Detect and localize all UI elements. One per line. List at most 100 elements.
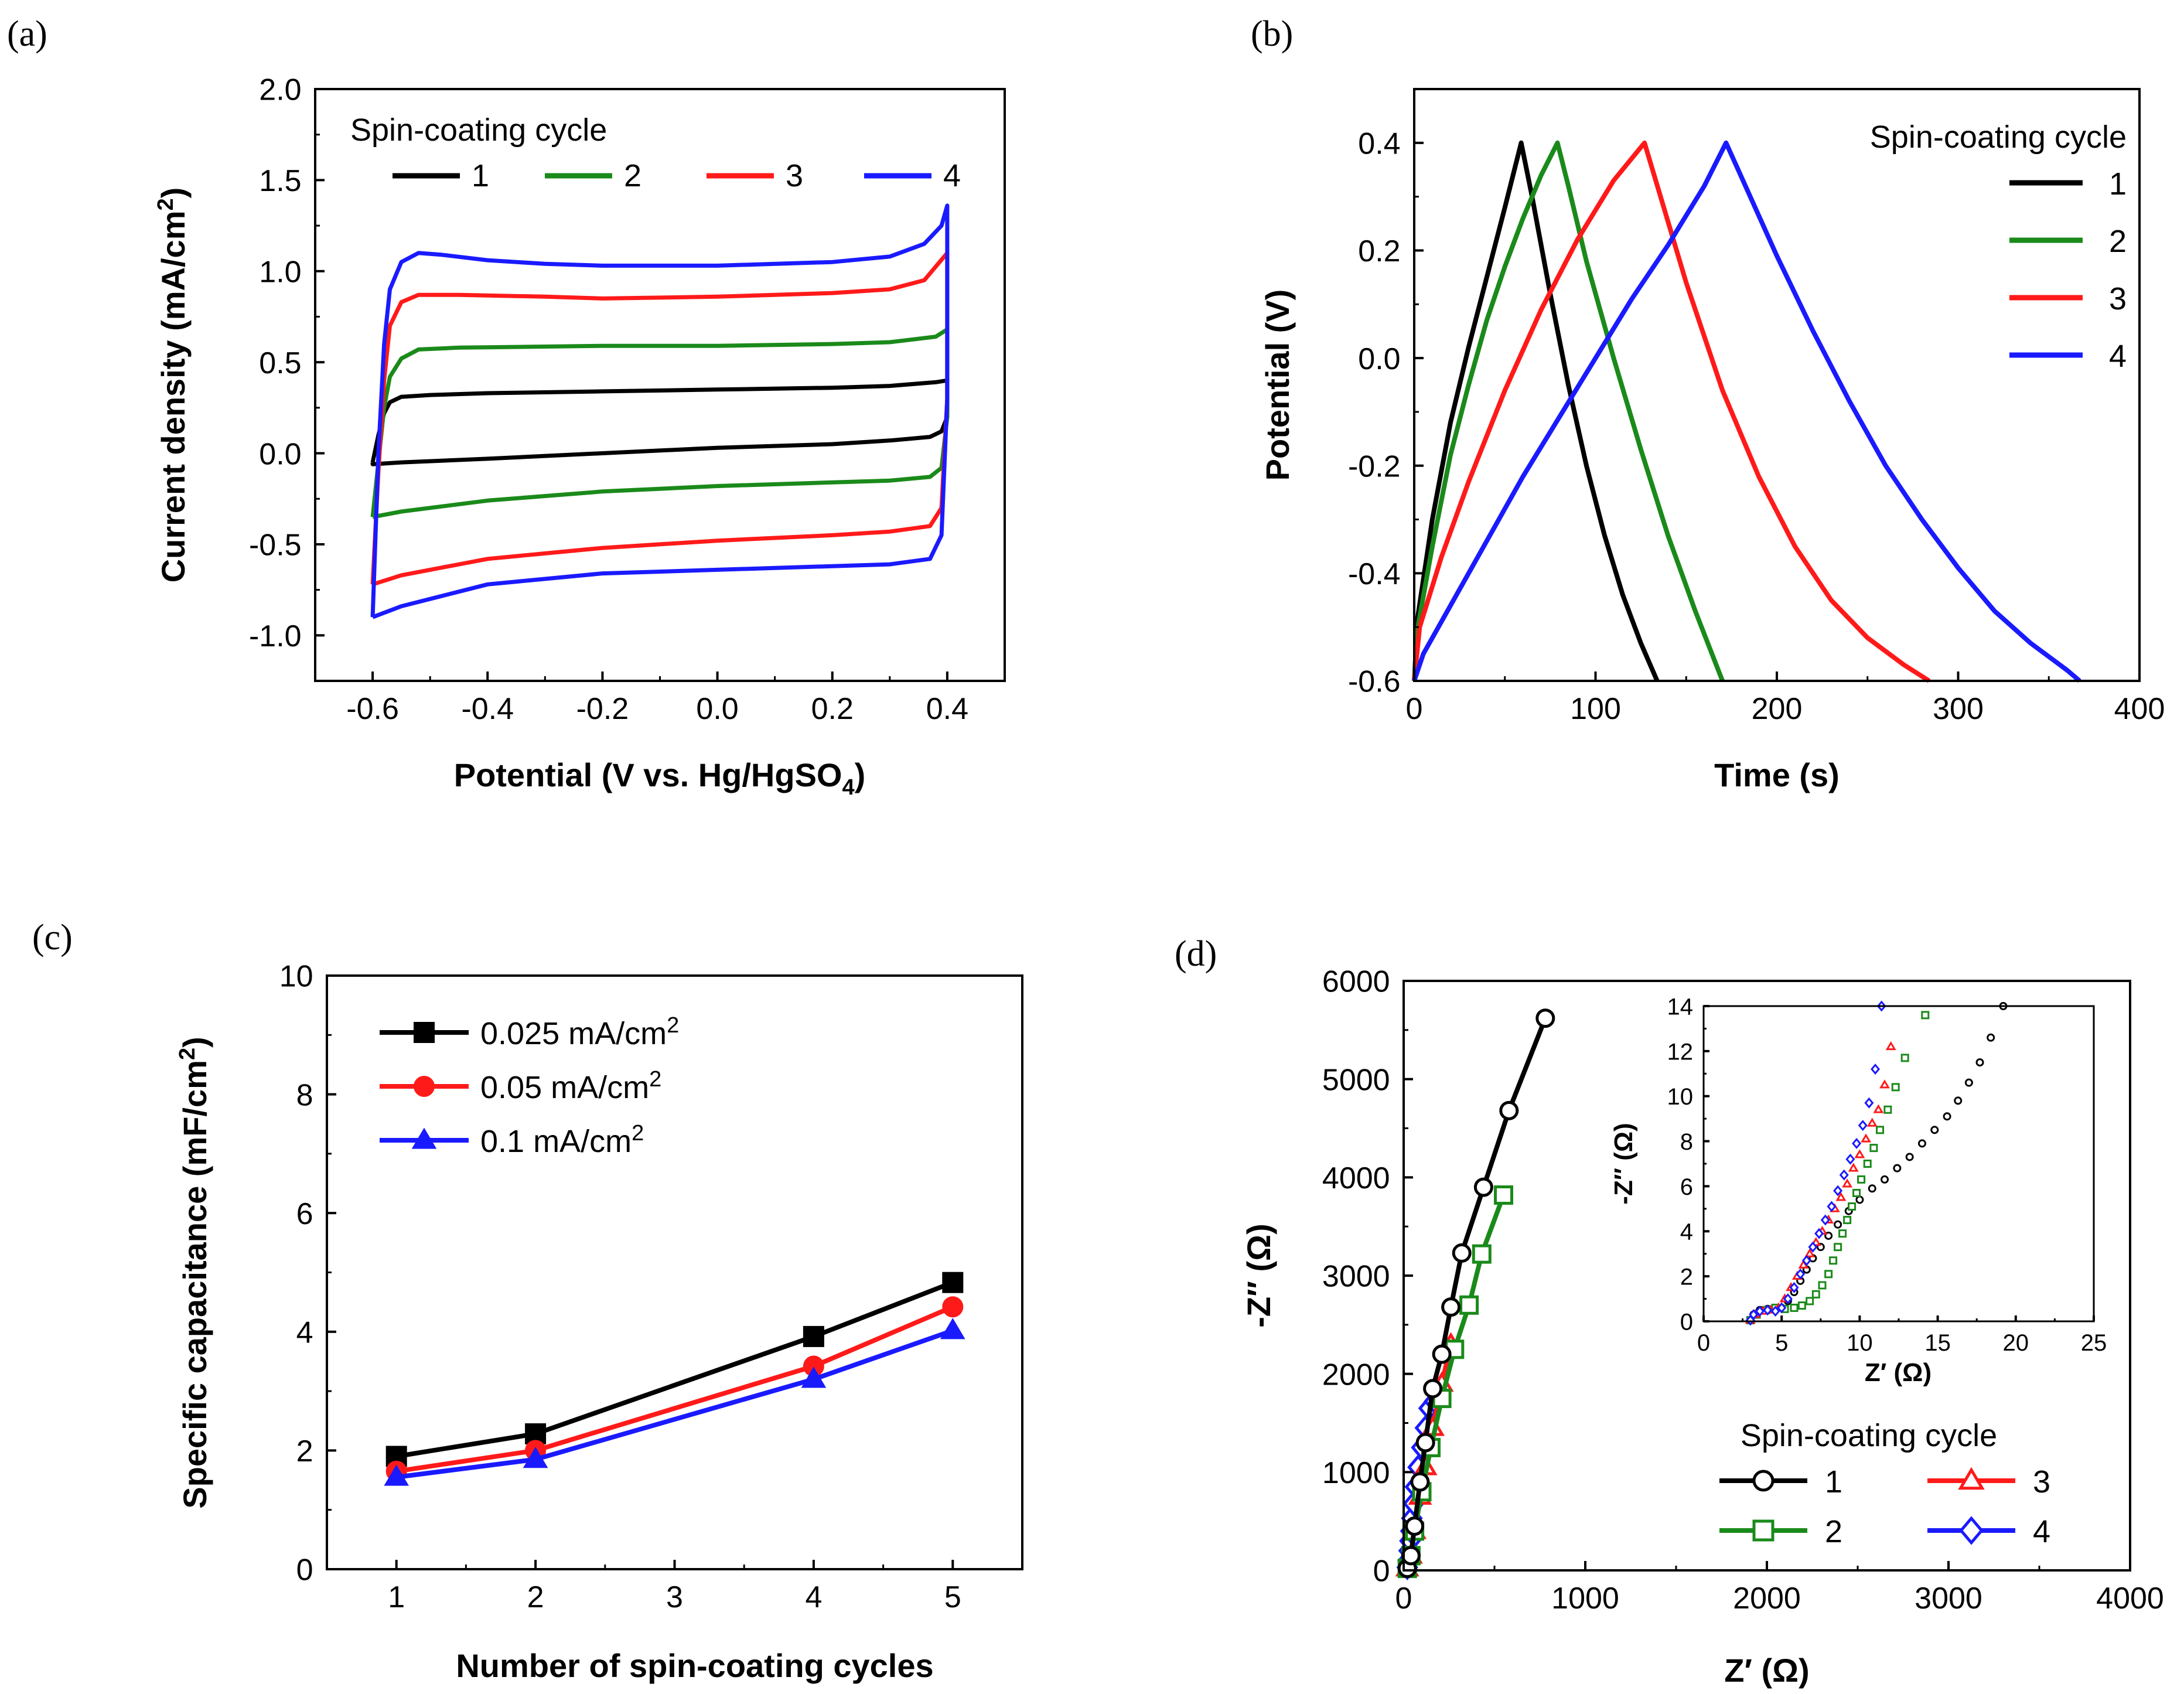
panel-a-y-tick-label: 1.0: [259, 255, 301, 289]
legend-label-superscript: 2: [667, 1013, 679, 1038]
inset-point-cycle-4: [1827, 1201, 1837, 1212]
inset-point-cycle-4: [1789, 1281, 1799, 1293]
panel-c-y-tick-label: 2: [296, 1434, 313, 1468]
inset-y-tick-label: 12: [1667, 1039, 1694, 1065]
panel-d-data: [1395, 1008, 1555, 1581]
panel-c-x-tick-label: 4: [805, 1580, 822, 1614]
panel-d-y-ticks: 0 1000 2000 3000 4000 5000 6000: [1322, 965, 1413, 1589]
panel-b-x-tick-label: 0: [1406, 692, 1423, 726]
inset-y-axis-title: -Z″ (Ω): [1609, 1123, 1638, 1204]
panel-c-y-tick-label: 10: [279, 960, 313, 994]
panel-a-x-axis-title: Potential (V vs. Hg/HgSO4): [454, 756, 866, 800]
inset-point-cycle-1: [1987, 1033, 1995, 1042]
panel-a-label: (a): [7, 14, 47, 54]
legend-marker-cycle-3: [1958, 1467, 1985, 1490]
inset-point-cycle-4: [1845, 1153, 1855, 1165]
panel-c-y-tick-label: 4: [296, 1316, 313, 1350]
inset-point-cycle-1: [1905, 1153, 1914, 1161]
inset-point-cycle-1: [1868, 1184, 1876, 1193]
inset-point-cycle-4: [1801, 1255, 1811, 1266]
inset-y-tick-label: 10: [1667, 1084, 1694, 1110]
capacitance-point-square: [942, 1272, 964, 1293]
inset-y-tick-label: 2: [1680, 1264, 1693, 1290]
inset-background: [1704, 1006, 2094, 1321]
inset-point-cycle-3: [1866, 1117, 1878, 1127]
panel-b-legend-title: Spin-coating cycle: [1870, 120, 2127, 155]
inset-point-cycle-4: [1770, 1306, 1780, 1317]
inset-x-tick-label: 25: [2081, 1330, 2107, 1356]
panel-a-data: [370, 203, 950, 619]
panel-d-x-tick-label: 1000: [1551, 1581, 1619, 1615]
legend-label-text: 0.1 mA/cm: [480, 1124, 632, 1159]
inset-point-cycle-4: [1839, 1169, 1849, 1181]
capacitance-point-triangle: [940, 1318, 965, 1339]
legend-label-superscript: 2: [649, 1067, 661, 1092]
legend-label-cycle-2: 2: [1825, 1514, 1842, 1549]
legend-marker-square: [414, 1022, 435, 1043]
panel-a-x-tick-label: -0.2: [576, 692, 629, 726]
nyquist-point-cycle-1: [1401, 1546, 1421, 1566]
inset-point-cycle-3: [1842, 1178, 1853, 1188]
panel-b-y-axis-title: Potential (V): [1259, 289, 1296, 481]
cv-curve-cycle-2: [370, 327, 950, 519]
legend-label-triangle: 0.1 mA/cm2: [480, 1121, 644, 1159]
panel-c-frame: [326, 974, 1023, 1570]
panel-c-x-ticks: 1 2 3 4 5: [388, 1560, 961, 1614]
inset-point-cycle-2: [1921, 1011, 1930, 1020]
inset-point-cycle-1: [1893, 1164, 1902, 1172]
panel-a-x-tick-label: 0.0: [696, 692, 738, 726]
panel-b-y-tick-label: -0.6: [1348, 665, 1401, 699]
panel-a-x-tick-label: 0.4: [926, 692, 968, 726]
panel-d: (d) 0 1000 2000 3000 4000 010002000300040005…: [1175, 934, 2164, 1689]
inset-point-cycle-3: [1835, 1192, 1847, 1201]
capacitance-point-square: [803, 1325, 824, 1347]
panel-b-y-tick-label: -0.2: [1348, 449, 1401, 483]
panel-c: (c) 1 2 3 4 5 0 2 4 6 8 10 Number of spin-coating…: [32, 918, 1023, 1684]
inset-point-cycle-4: [1864, 1097, 1874, 1109]
panel-d-y-tick-label: 6000: [1322, 965, 1390, 999]
capacitance-point-triangle: [801, 1366, 827, 1388]
inset-point-cycle-2: [1848, 1202, 1857, 1211]
legend-label-cycle-4: 4: [2033, 1514, 2050, 1549]
inset-point-cycle-4: [1777, 1302, 1787, 1314]
inset-point-cycle-4: [1833, 1185, 1843, 1197]
panel-b-y-ticks: -0.6 -0.4 -0.2 0.0 0.2 0.4: [1348, 127, 1424, 699]
panel-c-x-tick-label: 1: [388, 1580, 405, 1614]
nyquist-point-cycle-1: [1423, 1379, 1443, 1399]
panel-b-x-tick-label: 200: [1752, 692, 1803, 726]
nyquist-point-cycle-1: [1410, 1472, 1430, 1492]
inset-point-cycle-2: [1811, 1290, 1820, 1298]
inset-point-cycle-2: [1829, 1256, 1838, 1265]
panel-b-y-tick-label: 0.4: [1358, 127, 1400, 161]
inset-point-cycle-2: [1824, 1270, 1833, 1279]
panel-a-x-tick-label: -0.6: [346, 692, 399, 726]
panel-a-y-tick-label: -1.0: [249, 619, 302, 653]
panel-a-y-tick-label: -0.5: [249, 529, 302, 563]
panel-b-label: (b): [1251, 14, 1293, 54]
panel-a-y-axis-title: Current density (mA/cm2): [153, 188, 192, 583]
nyquist-point-cycle-1: [1405, 1516, 1425, 1536]
inset-x-tick-label: 10: [1847, 1330, 1873, 1356]
inset-y-ticks: 0 2 4 6 8 10 12 14: [1667, 994, 1709, 1335]
panel-d-y-tick-label: 1000: [1322, 1456, 1390, 1490]
legend-label-cycle-4: 4: [2109, 339, 2127, 374]
inset-point-cycle-2: [1806, 1297, 1814, 1306]
capacitance-point-circle: [942, 1296, 964, 1318]
inset-point-cycle-4: [1783, 1293, 1793, 1305]
gcd-curve-cycle-3: [1412, 140, 1931, 683]
legend-label-cycle-3: 3: [2033, 1464, 2050, 1499]
capacitance-line-circle: [396, 1304, 954, 1474]
panel-d-inset: 0 5 10 15 20 25 0 2 4 6 8 10 12 14 Z′ (Ω) -Z″ (Ω): [1609, 994, 2107, 1387]
panel-d-y-tick-label: 4000: [1322, 1161, 1390, 1195]
panel-a-legend-title: Spin-coating cycle: [350, 113, 607, 148]
panel-a-x-tick-label: -0.4: [461, 692, 514, 726]
legend-label-text: 0.025 mA/cm: [480, 1016, 667, 1051]
inset-point-cycle-4: [1796, 1268, 1806, 1280]
legend-label-circle: 0.05 mA/cm2: [480, 1067, 661, 1105]
inset-point-cycle-2: [1790, 1303, 1799, 1312]
legend-marker-cycle-2: [1752, 1519, 1774, 1542]
nyquist-point-cycle-1: [1499, 1100, 1519, 1120]
inset-point-cycle-2: [1883, 1105, 1892, 1114]
inset-point-cycle-3: [1804, 1248, 1816, 1257]
panel-d-x-tick-label: 0: [1395, 1581, 1412, 1615]
